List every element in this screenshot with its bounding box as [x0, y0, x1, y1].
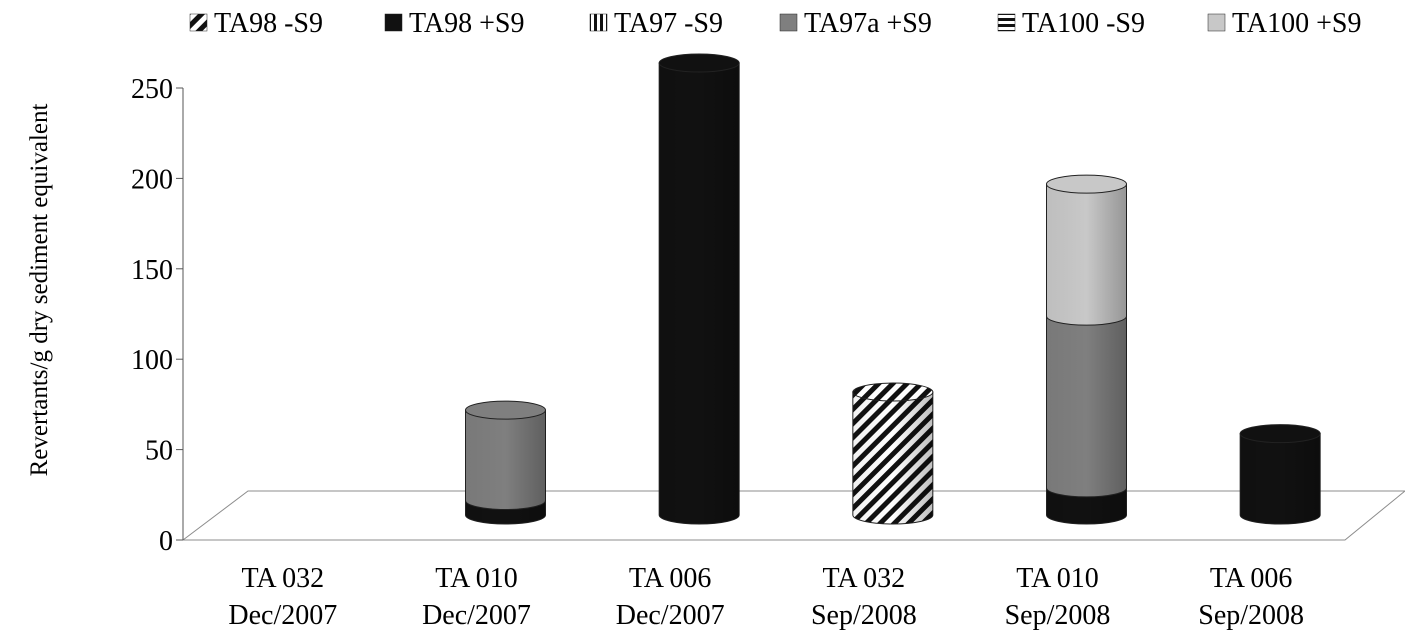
y-tick-label: 150 [131, 255, 173, 286]
bar-top [1046, 174, 1127, 194]
bar-top [465, 400, 546, 420]
bar-top [658, 53, 740, 73]
legend-item: TA97a +S9 [779, 8, 932, 39]
legend-item: TA100 +S9 [1207, 8, 1361, 39]
bar-top [1239, 424, 1321, 444]
floor-plane [181, 490, 1405, 541]
x-tick-label: TA 010 [435, 563, 518, 594]
legend-item: TA100 -S9 [997, 8, 1145, 39]
legend: TA98 -S9 TA98 +S9 TA97 -S9 TA97a +S9 TA100 -… [189, 8, 1361, 39]
x-tick-label: TA 006 [1210, 563, 1293, 594]
bar-segment [1046, 315, 1127, 498]
bars [465, 53, 1321, 525]
bar-segment [1239, 424, 1321, 525]
x-tick-label: TA 032 [242, 563, 325, 594]
legend-label: TA97 -S9 [614, 8, 723, 39]
legend-swatch [384, 13, 403, 32]
bar-shade [1240, 433, 1321, 524]
legend-swatch [589, 13, 608, 32]
bar-shade [1046, 316, 1127, 497]
y-tick-label: 200 [131, 164, 173, 195]
bar-shade [852, 392, 933, 524]
bar-segment [1046, 487, 1127, 525]
y-tick-label: 50 [145, 436, 173, 467]
y-axis: 0 50 100 150 200 250 [131, 74, 184, 557]
legend-swatch [779, 13, 798, 32]
y-tick-label: 0 [159, 526, 173, 557]
x-tick-label: TA 032 [823, 563, 906, 594]
x-tick-label: Sep/2008 [1005, 600, 1111, 631]
legend-swatch [189, 13, 208, 32]
x-tick-label: Dec/2007 [228, 600, 337, 631]
bar-segment [852, 382, 934, 525]
bar-segment [1046, 174, 1127, 326]
y-tick-label: 250 [131, 74, 173, 105]
bar-segment [465, 400, 546, 511]
x-axis-labels: TA 032 Dec/2007 TA 010 Dec/2007 TA 006 Dec/20… [228, 563, 1304, 631]
bar-shade [1046, 184, 1127, 326]
bar-shade [465, 410, 546, 510]
legend-label: TA98 -S9 [214, 8, 323, 39]
legend-item: TA97 -S9 [589, 8, 723, 39]
bar-shade [659, 63, 740, 524]
legend-label: TA97a +S9 [804, 8, 932, 39]
y-axis-label: Revertants/g dry sediment equivalent [26, 104, 53, 477]
legend-swatch [997, 13, 1016, 32]
legend-item: TA98 -S9 [189, 8, 323, 39]
bar-segment [658, 53, 740, 525]
bar-top [852, 382, 934, 402]
bar-shade [1046, 487, 1127, 524]
x-tick-label: Dec/2007 [422, 600, 531, 631]
legend-label: TA100 -S9 [1022, 8, 1145, 39]
legend-label: TA100 +S9 [1232, 8, 1361, 39]
x-tick-label: TA 010 [1016, 563, 1099, 594]
legend-label: TA98 +S9 [409, 8, 524, 39]
x-tick-label: Dec/2007 [616, 600, 725, 631]
legend-item: TA98 +S9 [384, 8, 524, 39]
chart-floor [181, 490, 1405, 541]
x-tick-label: Sep/2008 [1198, 600, 1304, 631]
legend-swatch [1207, 13, 1226, 32]
x-tick-label: Sep/2008 [811, 600, 917, 631]
x-tick-label: TA 006 [629, 563, 712, 594]
y-tick-label: 100 [131, 345, 173, 376]
